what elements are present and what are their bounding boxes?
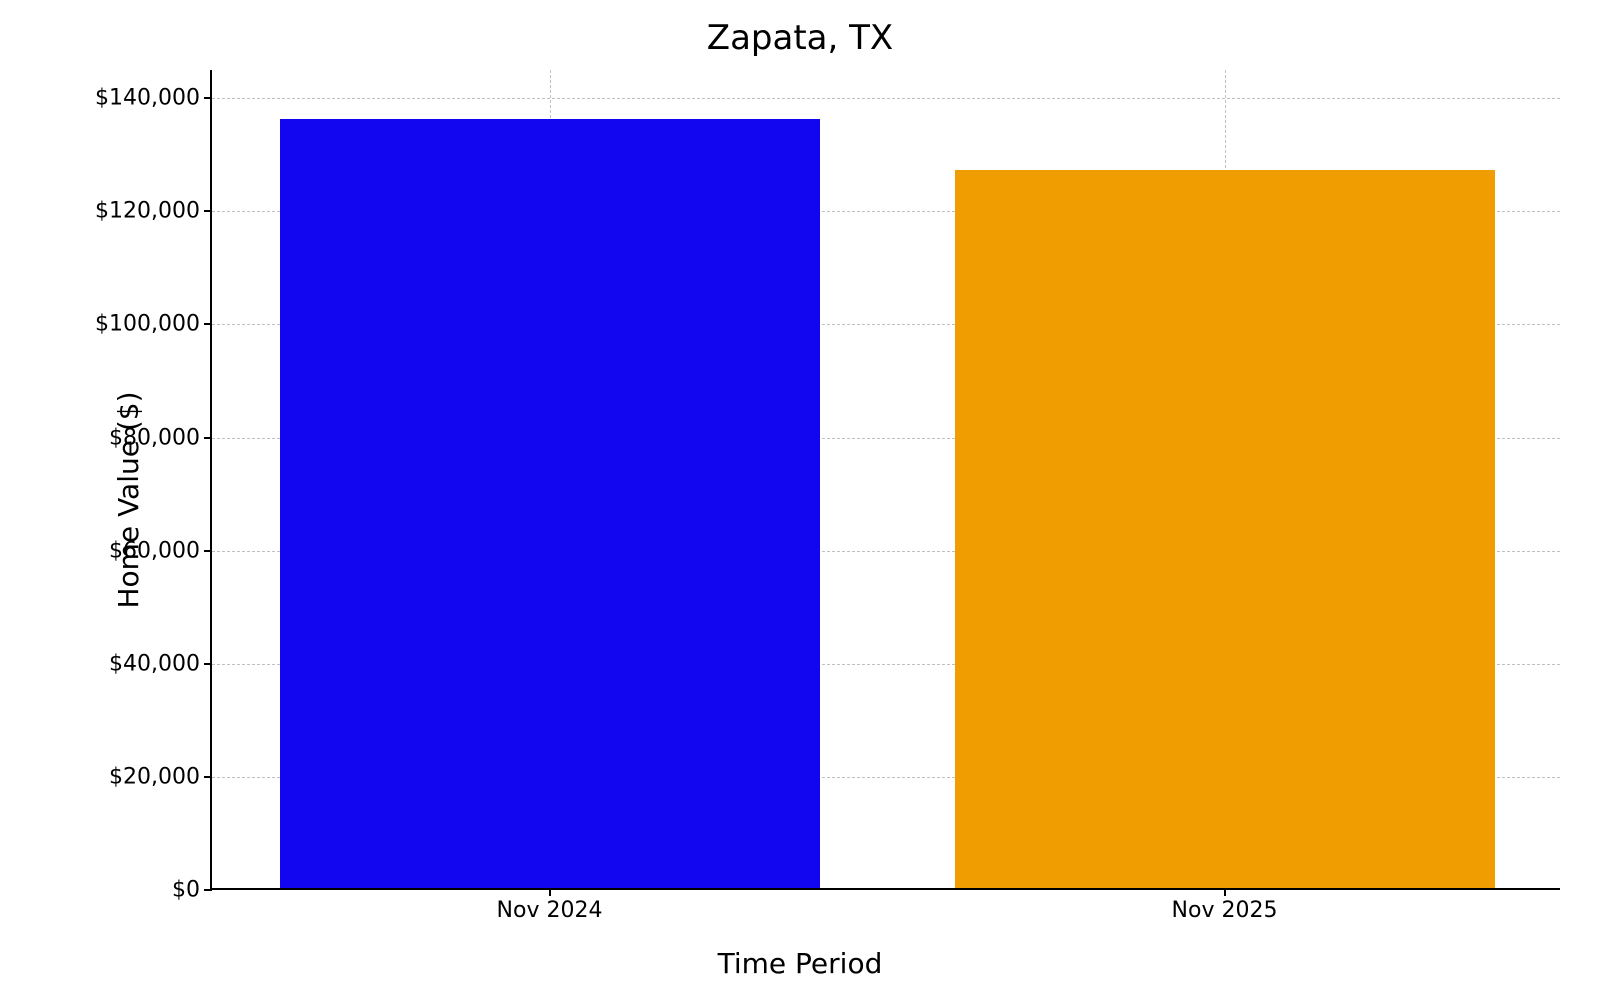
bar xyxy=(955,170,1495,888)
ytick-label: $0 xyxy=(172,878,200,903)
x-axis-label: Time Period xyxy=(0,947,1600,980)
ytick-label: $60,000 xyxy=(109,538,200,563)
plot-area: $0$20,000$40,000$60,000$80,000$100,000$1… xyxy=(210,70,1560,890)
xtick-label: Nov 2024 xyxy=(497,898,603,923)
ytick-mark xyxy=(204,663,212,665)
ytick-label: $80,000 xyxy=(109,425,200,450)
ytick-label: $140,000 xyxy=(95,86,200,111)
gridline-h xyxy=(212,98,1560,99)
ytick-label: $100,000 xyxy=(95,312,200,337)
xtick-mark xyxy=(549,888,551,896)
ytick-mark xyxy=(204,210,212,212)
ytick-label: $20,000 xyxy=(109,764,200,789)
ytick-mark xyxy=(204,97,212,99)
ytick-mark xyxy=(204,889,212,891)
bar xyxy=(280,119,820,888)
chart-container: Zapata, TX Home Value ($) Time Period $0… xyxy=(0,0,1600,1000)
ytick-label: $120,000 xyxy=(95,199,200,224)
ytick-label: $40,000 xyxy=(109,651,200,676)
y-axis-label: Home Value ($) xyxy=(112,391,145,608)
ytick-mark xyxy=(204,437,212,439)
xtick-mark xyxy=(1224,888,1226,896)
ytick-mark xyxy=(204,323,212,325)
ytick-mark xyxy=(204,550,212,552)
chart-title: Zapata, TX xyxy=(0,18,1600,58)
xtick-label: Nov 2025 xyxy=(1172,898,1278,923)
ytick-mark xyxy=(204,776,212,778)
